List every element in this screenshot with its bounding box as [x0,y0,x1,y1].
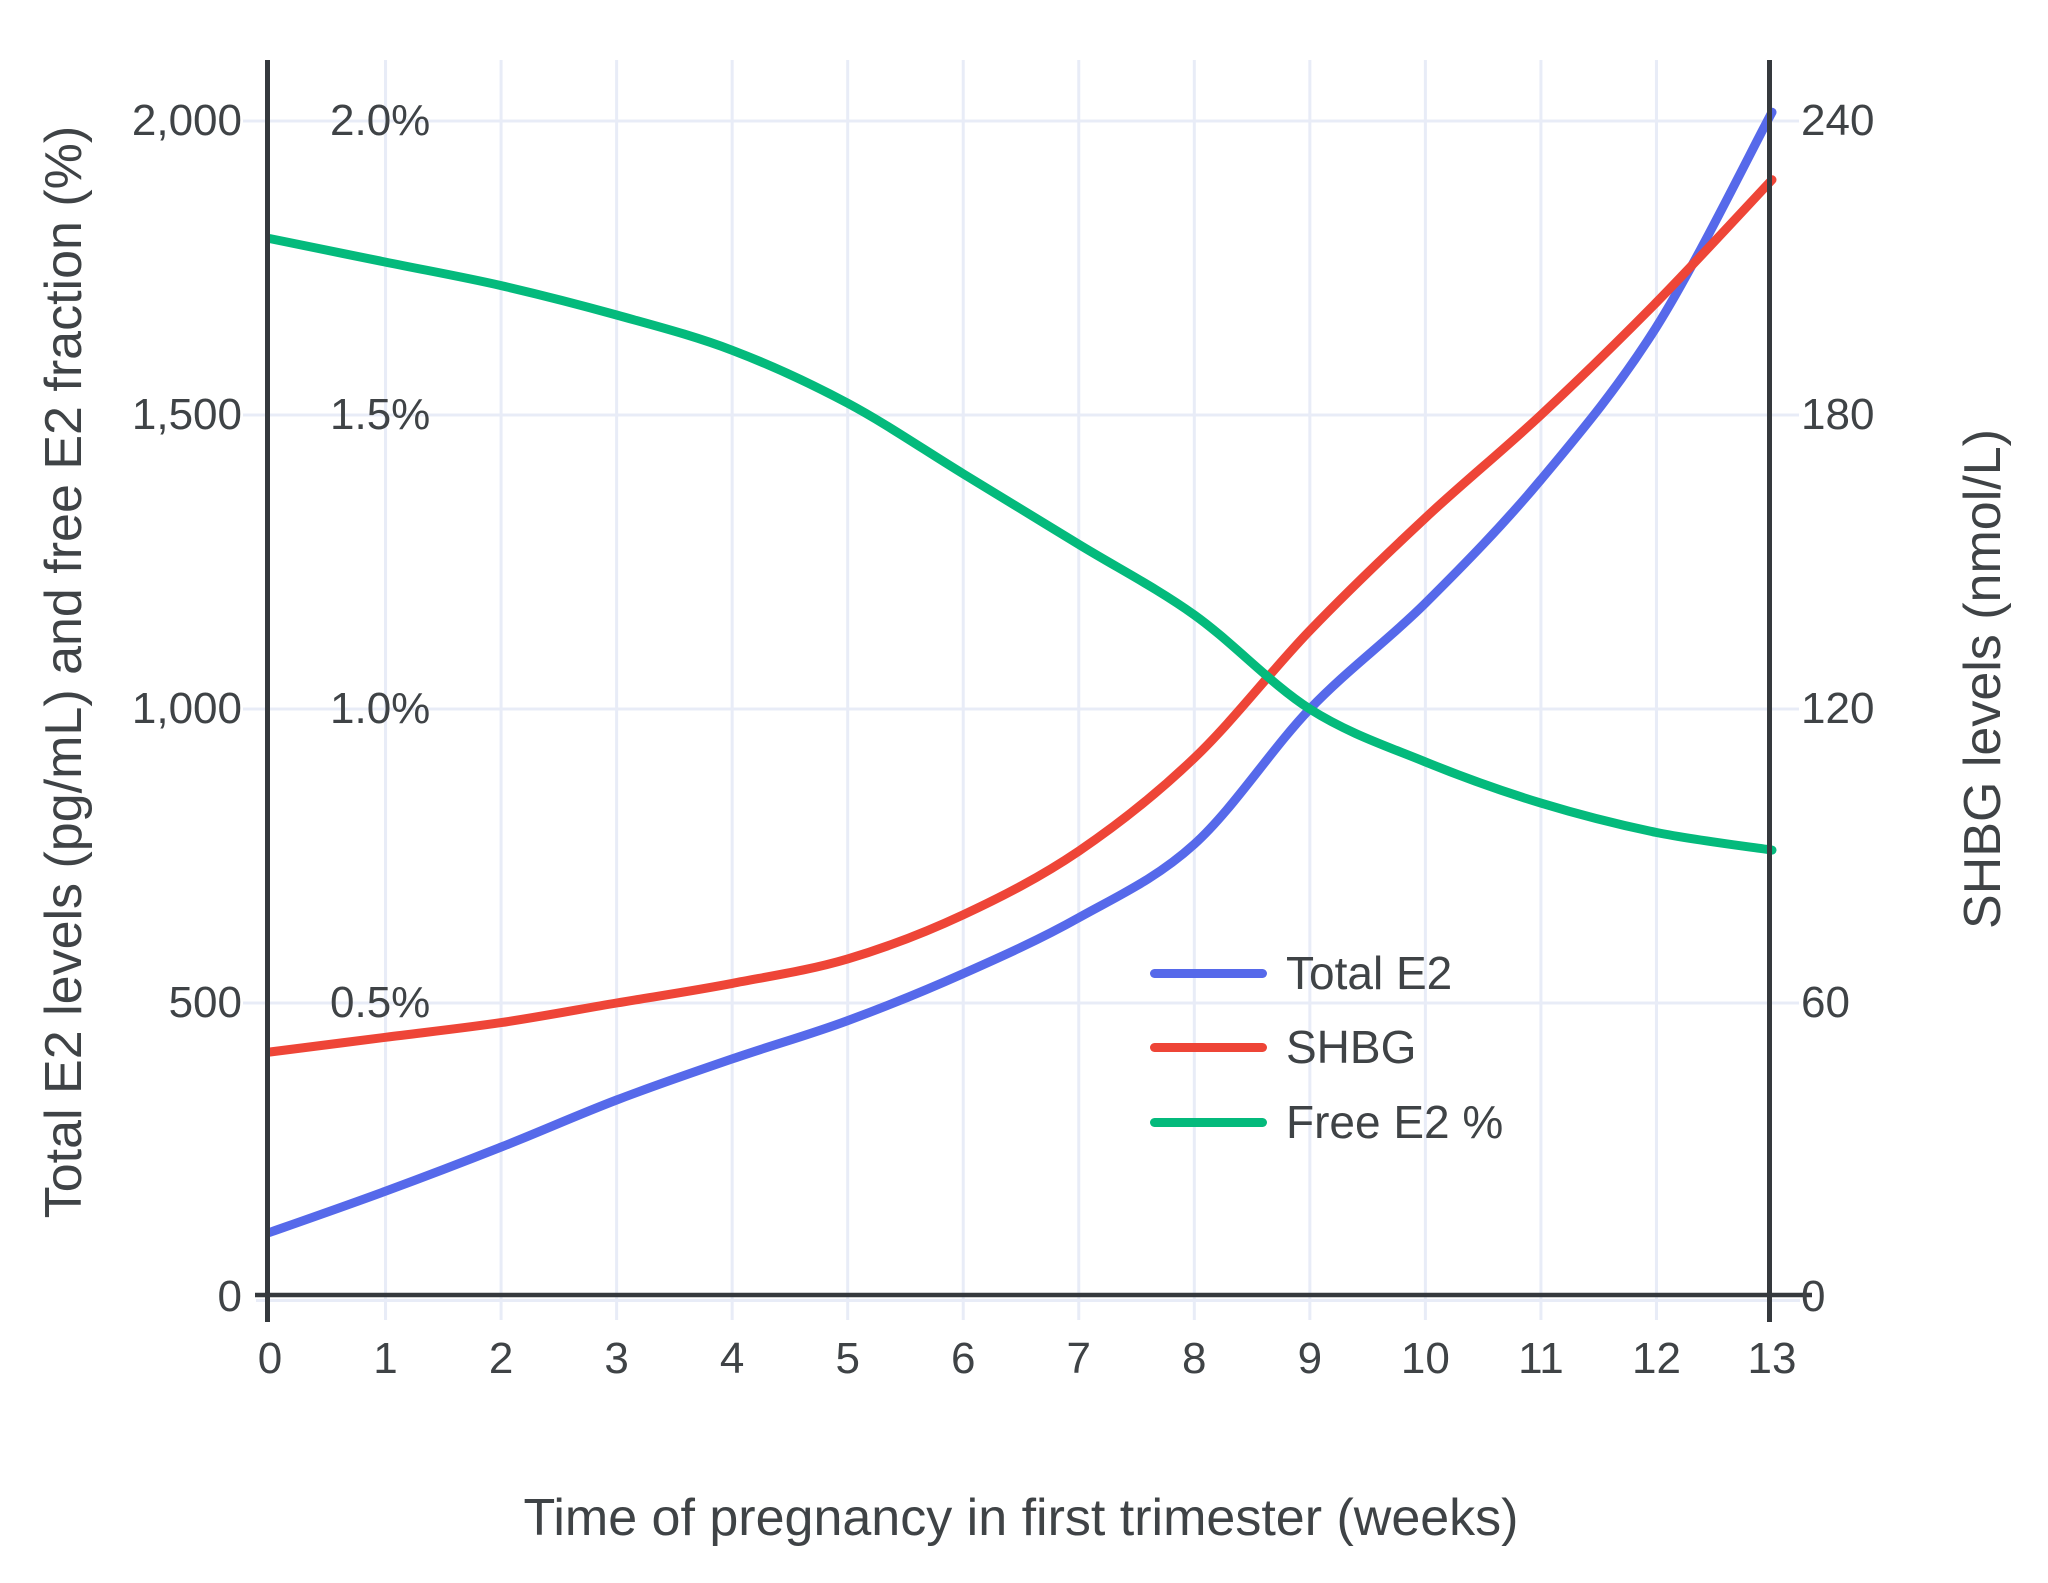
legend-label-total-e2: Total E2 [1286,947,1453,999]
series-line-total-e2 [265,107,1777,1237]
x-tick-label: 3 [604,1334,629,1383]
x-tick-label: 4 [719,1334,745,1383]
x-tick-label: 1 [373,1334,398,1383]
legend-label-free-e2: Free E2 % [1286,1096,1504,1148]
percent-annotation: 1.5% [330,390,431,439]
y-right-tick-label: 180 [1801,390,1875,439]
y-left-tick-label: 1,000 [131,684,242,733]
x-tick-label: 0 [257,1334,283,1383]
series-line-shbg [265,175,1777,1057]
legend-swatch-total-e2 [1150,968,1267,978]
x-tick-label: 7 [1066,1334,1091,1383]
x-tick-label: 8 [1182,1334,1207,1383]
x-tick-label: 2 [488,1334,514,1383]
legend-swatch-free-e2 [1150,1117,1267,1127]
y-right-tick-label: 60 [1801,978,1850,1027]
y-left-tick-label: 2,000 [131,96,242,145]
y-left-tick-label: 1,500 [131,390,242,439]
x-tick-label: 11 [1518,1334,1564,1383]
x-tick-label: 10 [1400,1334,1450,1383]
x-tick-label: 6 [950,1334,976,1383]
legend-item-total-e2[interactable]: Total E2 [1150,946,1452,1000]
legend-swatch-shbg [1150,1042,1267,1052]
x-tick-label: 5 [835,1334,860,1383]
x-tick-label: 13 [1747,1334,1797,1383]
percent-annotation: 1.0% [330,684,431,733]
y-axis-title-right: SHBG levels (nmol/L) [1954,429,2012,929]
x-tick-label: 12 [1631,1334,1681,1383]
y-axis-title-left: Total E2 levels (pg/mL) and free E2 frac… [35,125,93,1219]
percent-annotation: 2.0% [330,96,431,145]
percent-annotation: 0.5% [330,978,431,1027]
legend-item-shbg[interactable]: SHBG [1150,1020,1416,1074]
y-left-tick-label: 0 [217,1272,242,1321]
y-right-tick-label: 120 [1801,684,1875,733]
y-right-tick-label: 0 [1801,1272,1826,1321]
legend-item-free-e2[interactable]: Free E2 % [1150,1095,1503,1149]
y-right-tick-label: 240 [1801,96,1875,145]
x-axis-title: Time of pregnancy in first trimester (we… [523,1489,1519,1547]
series-line-free-e2 [265,234,1777,855]
x-tick-label: 9 [1297,1334,1323,1383]
y-left-tick-label: 500 [168,978,242,1027]
legend-label-shbg: SHBG [1286,1021,1417,1073]
